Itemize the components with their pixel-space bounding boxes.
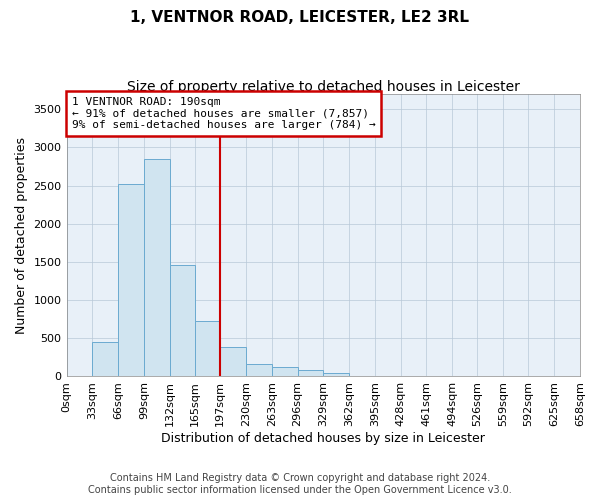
Bar <box>144 159 170 376</box>
Bar <box>220 348 246 376</box>
Bar <box>246 364 272 376</box>
Bar <box>92 342 118 376</box>
Bar <box>272 368 298 376</box>
Text: 1, VENTNOR ROAD, LEICESTER, LE2 3RL: 1, VENTNOR ROAD, LEICESTER, LE2 3RL <box>131 10 470 25</box>
X-axis label: Distribution of detached houses by size in Leicester: Distribution of detached houses by size … <box>161 432 485 445</box>
Title: Size of property relative to detached houses in Leicester: Size of property relative to detached ho… <box>127 80 520 94</box>
Bar <box>323 372 349 376</box>
Bar <box>170 265 195 376</box>
Text: 1 VENTNOR ROAD: 190sqm
← 91% of detached houses are smaller (7,857)
9% of semi-d: 1 VENTNOR ROAD: 190sqm ← 91% of detached… <box>71 97 376 130</box>
Text: Contains HM Land Registry data © Crown copyright and database right 2024.
Contai: Contains HM Land Registry data © Crown c… <box>88 474 512 495</box>
Bar <box>195 320 220 376</box>
Y-axis label: Number of detached properties: Number of detached properties <box>15 136 28 334</box>
Bar <box>118 184 144 376</box>
Bar <box>298 370 323 376</box>
